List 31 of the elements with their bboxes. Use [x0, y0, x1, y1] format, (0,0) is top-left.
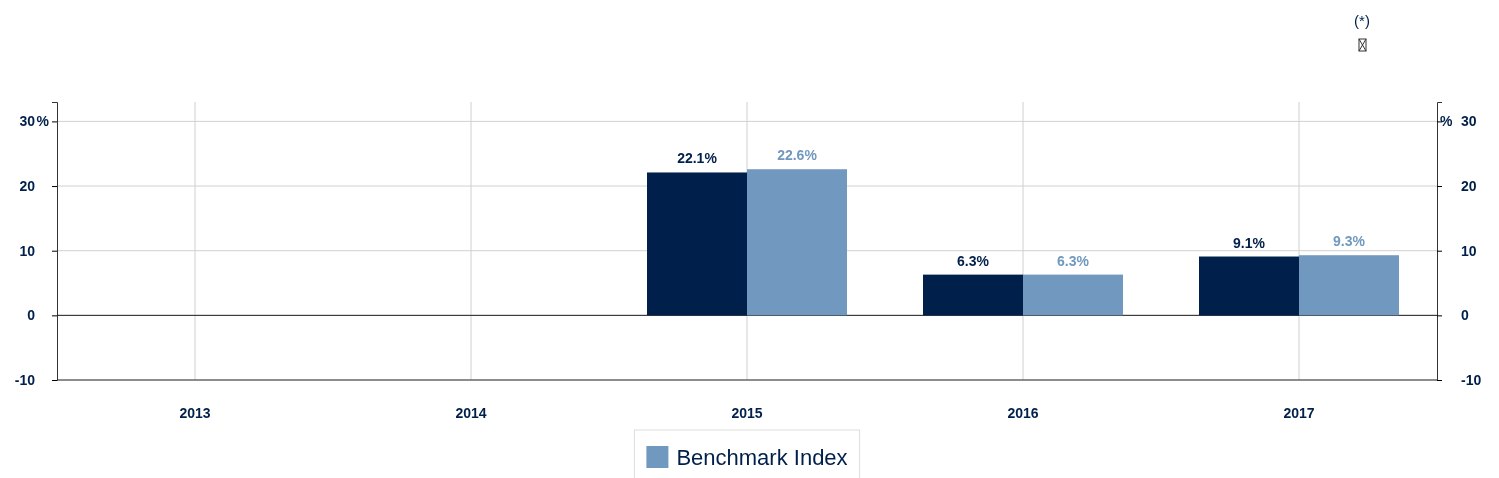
y2-axis-title: %: [1440, 113, 1453, 130]
bar: [1023, 274, 1123, 316]
bar: [747, 169, 847, 316]
text: (*): [1354, 12, 1370, 29]
bar: [1299, 255, 1399, 316]
x-tick-label: 2016: [1007, 405, 1039, 421]
bar: [647, 172, 747, 316]
data-label: 6.3%: [957, 252, 990, 269]
y-tick-label: 20: [19, 178, 36, 195]
y2-tick-label: -10: [1461, 371, 1482, 388]
data-label: 9.3%: [1333, 233, 1366, 250]
x-tick-label: 2014: [455, 405, 487, 421]
y-tick-label: -10: [14, 371, 36, 388]
y2-tick-label: 20: [1461, 178, 1477, 195]
bar: [923, 274, 1023, 316]
data-label: 22.6%: [777, 147, 818, 164]
y-tick-label: 0: [27, 307, 36, 324]
data-label: 9.1%: [1233, 234, 1266, 251]
x-tick-label: 2015: [731, 405, 763, 421]
y2-tick-label: 30: [1461, 113, 1477, 130]
y2-tick-label: 0: [1461, 307, 1469, 324]
legend-label: Benchmark Index: [676, 445, 848, 470]
bar: [1199, 256, 1299, 316]
y2-tick-label: 10: [1461, 242, 1477, 259]
data-label: 22.1%: [677, 150, 718, 167]
data-label: 6.3%: [1057, 252, 1090, 269]
x-tick-label: 2013: [179, 405, 211, 421]
y-axis-title: %: [36, 113, 50, 130]
y-tick-label: 30: [19, 113, 36, 130]
x-tick-label: 2017: [1283, 405, 1315, 421]
y-tick-label: 10: [19, 242, 36, 259]
